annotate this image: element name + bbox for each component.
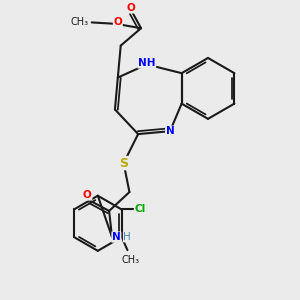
Text: CH₃: CH₃ (121, 255, 140, 265)
Text: N: N (166, 126, 174, 136)
Text: O: O (127, 3, 135, 13)
Text: O: O (113, 17, 122, 27)
Text: N: N (112, 232, 121, 242)
Text: H: H (123, 232, 131, 242)
Text: S: S (119, 157, 128, 169)
Text: CH₃: CH₃ (71, 17, 89, 27)
Text: NH: NH (138, 58, 156, 68)
Text: Cl: Cl (135, 205, 146, 214)
Text: O: O (83, 190, 92, 200)
